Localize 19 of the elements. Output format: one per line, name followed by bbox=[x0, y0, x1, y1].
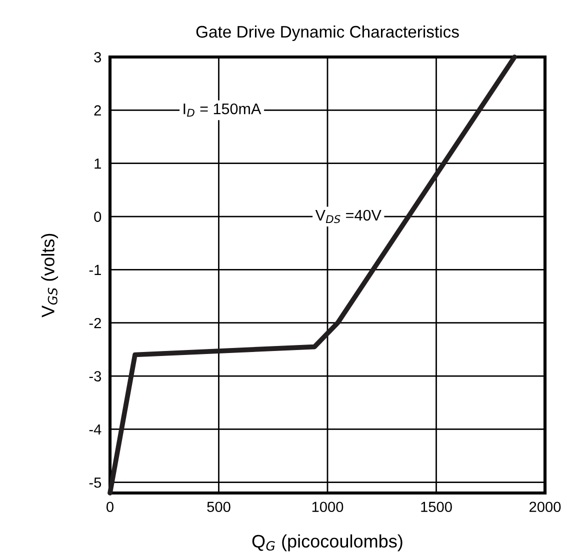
y-tick-label: 3 bbox=[94, 52, 102, 62]
y-tick-label: -3 bbox=[89, 371, 102, 382]
x-tick-label: 2000 bbox=[530, 502, 561, 512]
chart-title: Gate Drive Dynamic Characteristics bbox=[196, 25, 459, 42]
y-tick-label: 0 bbox=[94, 212, 102, 222]
y-tick-label: -2 bbox=[89, 318, 101, 328]
y-tick-label: -5 bbox=[89, 478, 102, 488]
y-tick-label: -1 bbox=[89, 264, 101, 275]
y-tick-label: 1 bbox=[94, 158, 101, 169]
x-tick-label: 500 bbox=[207, 502, 230, 512]
x-tick-label: 1000 bbox=[312, 502, 344, 512]
x-tick-label: 1500 bbox=[421, 502, 452, 512]
y-tick-label: -4 bbox=[89, 424, 102, 434]
annotation: V$_{DS}$ =40V bbox=[315, 210, 382, 224]
x-tick-label: 0 bbox=[106, 502, 114, 512]
x-axis-title: Q$_{G}$ (picocoulombs) bbox=[252, 534, 402, 552]
y-tick-label: 2 bbox=[94, 105, 101, 116]
annotation: I$_{D}$ = 150mA bbox=[184, 103, 262, 117]
y-axis-title: V$_{GS}$ (volts) bbox=[41, 234, 58, 318]
